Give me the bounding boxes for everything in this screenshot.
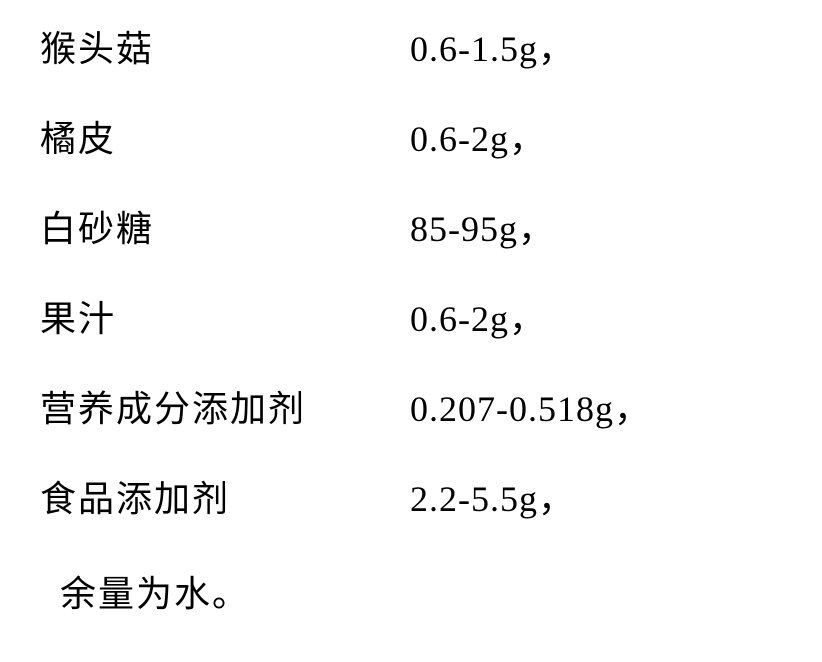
table-row: 猴头菇 0.6-1.5g， — [40, 20, 782, 72]
table-row: 食品添加剂 2.2-5.5g， — [40, 470, 782, 522]
ingredient-value: 0.6-1.5g， — [410, 20, 575, 72]
table-row: 果汁 0.6-2g， — [40, 290, 782, 342]
ingredient-value: 85-95g， — [410, 200, 555, 252]
ingredient-label: 食品添加剂 — [40, 470, 410, 522]
ingredient-label: 营养成分添加剂 — [40, 380, 410, 432]
footer-text: 余量为水。 — [60, 565, 782, 617]
ingredient-value: 2.2-5.5g， — [410, 470, 575, 522]
ingredient-table: 猴头菇 0.6-1.5g， 橘皮 0.6-2g， 白砂糖 85-95g， 果汁 … — [40, 20, 782, 617]
table-row: 橘皮 0.6-2g， — [40, 110, 782, 162]
table-row: 营养成分添加剂 0.207-0.518g， — [40, 380, 782, 432]
ingredient-value: 0.6-2g， — [410, 290, 546, 342]
ingredient-label: 果汁 — [40, 290, 410, 342]
ingredient-value: 0.6-2g， — [410, 110, 546, 162]
ingredient-value: 0.207-0.518g， — [410, 380, 651, 432]
ingredient-label: 橘皮 — [40, 110, 410, 162]
table-row: 白砂糖 85-95g， — [40, 200, 782, 252]
ingredient-label: 白砂糖 — [40, 200, 410, 252]
ingredient-label: 猴头菇 — [40, 20, 410, 72]
